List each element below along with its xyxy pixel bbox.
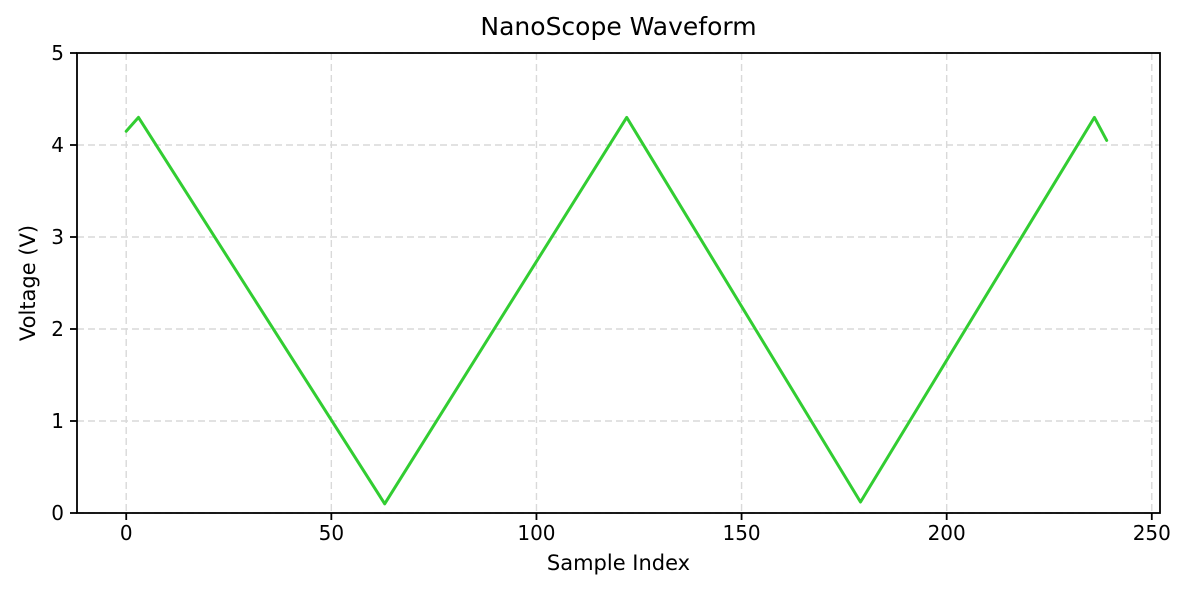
x-tick-label: 0: [119, 521, 133, 545]
waveform-line: [124, 115, 1109, 506]
x-tick-label: 100: [517, 521, 556, 545]
y-tick-label: 4: [51, 133, 64, 157]
chart-title: NanoScope Waveform: [480, 12, 757, 41]
plot-border: [76, 52, 1161, 514]
y-tick-label: 0: [51, 501, 64, 525]
y-axis-label: Voltage (V): [16, 224, 40, 342]
x-tick-label: 150: [722, 521, 761, 545]
x-tick-label: 250: [1132, 521, 1171, 545]
y-tick-label: 2: [51, 317, 64, 341]
y-tick-label: 3: [51, 225, 64, 249]
x-axis-label: Sample Index: [546, 551, 691, 575]
y-tick-label: 5: [51, 41, 64, 65]
x-tick-label: 200: [927, 521, 966, 545]
y-tick-label: 1: [51, 409, 64, 433]
x-tick-label: 50: [318, 521, 345, 545]
